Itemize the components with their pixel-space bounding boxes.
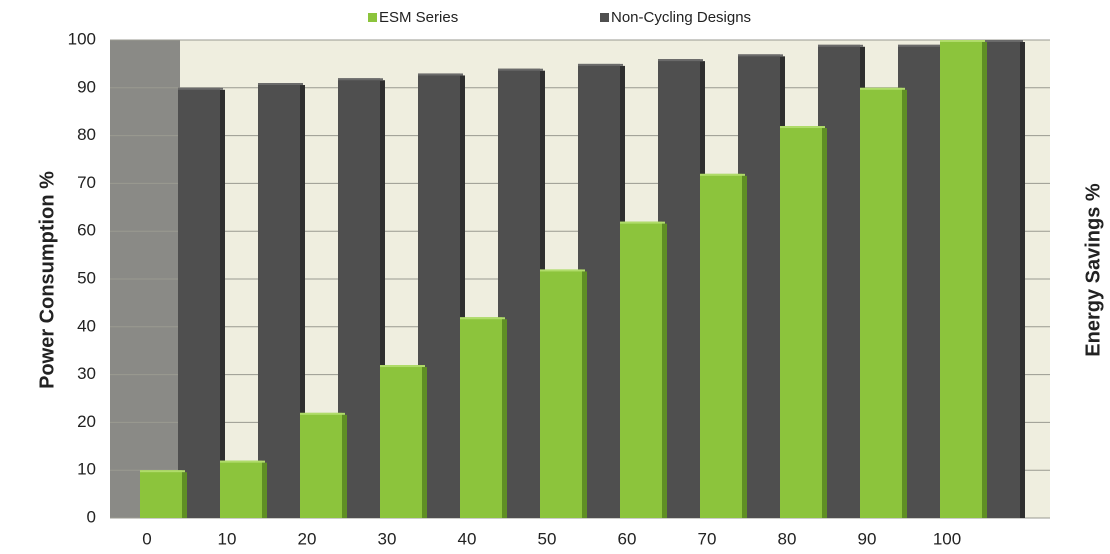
y-tick-label: 20 [77, 412, 96, 431]
bar-side [1020, 42, 1025, 518]
bar-side [380, 80, 385, 519]
x-tick-label: 80 [778, 529, 797, 548]
x-tick-label: 50 [538, 529, 557, 548]
bar [380, 365, 422, 518]
bar-top [220, 460, 265, 463]
bar-side [902, 89, 907, 519]
bar [700, 173, 742, 518]
legend-swatch [600, 13, 609, 22]
bar-side [662, 223, 667, 518]
bar-top [540, 269, 585, 272]
y-tick-label: 50 [77, 268, 96, 287]
bar-top [338, 78, 383, 81]
bar [220, 460, 262, 518]
bar-top [940, 40, 985, 42]
bar [940, 40, 982, 518]
bar-side [582, 271, 587, 518]
legend-label: ESM Series [379, 9, 458, 26]
y-tick-label: 100 [68, 29, 96, 48]
x-tick-label: 10 [218, 529, 237, 548]
bar-top [818, 44, 863, 47]
bar-side [822, 128, 827, 519]
bar-top [418, 73, 463, 76]
x-tick-label: 100 [933, 529, 961, 548]
y-tick-label: 70 [77, 173, 96, 192]
bar [540, 269, 582, 518]
x-tick-label: 70 [698, 529, 717, 548]
bar-side [502, 319, 507, 518]
x-tick-label: 30 [378, 529, 397, 548]
bar-top [140, 470, 185, 473]
bar-top [658, 59, 703, 62]
bar-side [982, 42, 987, 518]
y-tick-label: 80 [77, 125, 96, 144]
bar-top [258, 83, 303, 86]
bar-top [738, 54, 783, 57]
bar-side [220, 89, 225, 519]
bar-top [578, 63, 623, 66]
bar-top [780, 126, 825, 129]
bar [178, 87, 220, 519]
bar-side [422, 367, 427, 518]
bar [860, 87, 902, 519]
bar-top [898, 44, 943, 47]
legend-swatch [368, 13, 377, 22]
legend-label: Non-Cycling Designs [611, 9, 751, 26]
y2-axis-title: Energy Savings % [1082, 183, 1104, 357]
bar-top [978, 40, 1023, 42]
bar-top [178, 87, 223, 90]
bar-top [498, 68, 543, 71]
bar-top [380, 365, 425, 368]
bar [780, 126, 822, 518]
bar [140, 470, 182, 518]
bar-top [460, 317, 505, 320]
y-tick-label: 10 [77, 460, 96, 479]
bar [460, 317, 502, 518]
y-axis-title: Power Consumption % [36, 171, 58, 389]
x-tick-label: 90 [858, 529, 877, 548]
bar-side [182, 472, 187, 518]
bar-side [262, 462, 267, 518]
y-tick-label: 30 [77, 364, 96, 383]
y-tick-label: 40 [77, 316, 96, 335]
bar-side [300, 85, 305, 519]
bar-side [460, 75, 465, 519]
x-tick-label: 60 [618, 529, 637, 548]
bar-side [742, 175, 747, 518]
bar [258, 83, 300, 519]
bar-top [300, 412, 345, 415]
x-tick-label: 40 [458, 529, 477, 548]
y-tick-label: 0 [87, 507, 96, 526]
bar-top [860, 87, 905, 90]
y-tick-label: 60 [77, 221, 96, 240]
x-tick-label: 0 [142, 529, 151, 548]
bar-top [620, 221, 665, 224]
bar-side [342, 414, 347, 518]
bar [300, 412, 342, 518]
bar [620, 221, 662, 518]
x-tick-label: 20 [298, 529, 317, 548]
y-tick-label: 90 [77, 77, 96, 96]
bar-top [700, 173, 745, 176]
